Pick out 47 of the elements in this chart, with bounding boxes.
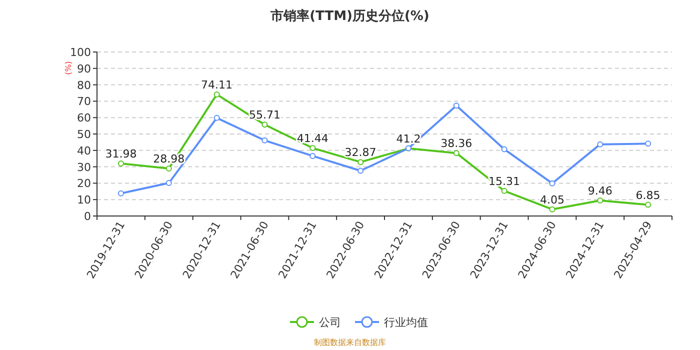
point bbox=[645, 202, 652, 208]
data-label: 9.46 bbox=[588, 184, 612, 198]
y-tick-label: 10 bbox=[77, 194, 91, 207]
data-label: 6.85 bbox=[636, 188, 660, 202]
y-tick-label: 40 bbox=[77, 144, 91, 158]
data-label: 38.36 bbox=[440, 137, 472, 150]
point bbox=[166, 165, 172, 172]
point bbox=[597, 197, 604, 204]
point bbox=[118, 190, 124, 196]
y-tick-label: 80 bbox=[77, 78, 91, 92]
point bbox=[310, 145, 316, 152]
data-label: 32.87 bbox=[344, 146, 376, 160]
data-label: 31.98 bbox=[105, 148, 137, 161]
y-tick-label: 30 bbox=[77, 160, 91, 174]
point bbox=[166, 180, 172, 186]
data-label: 55.71 bbox=[248, 108, 280, 122]
point bbox=[310, 152, 316, 159]
y-tick-label: 0 bbox=[84, 210, 91, 223]
point bbox=[645, 140, 652, 147]
text: 制图数据来自数据库 bbox=[314, 338, 386, 347]
point bbox=[453, 150, 460, 156]
legend-label: 公司 bbox=[319, 316, 341, 329]
point bbox=[118, 160, 124, 167]
y-axis-title: (%) bbox=[64, 61, 73, 75]
point bbox=[262, 137, 268, 144]
point bbox=[501, 188, 508, 194]
data-label: 41.44 bbox=[296, 132, 328, 146]
y-tick-label: 60 bbox=[77, 112, 91, 125]
point bbox=[358, 159, 364, 166]
data-label: 4.05 bbox=[540, 193, 564, 206]
point bbox=[262, 122, 268, 128]
y-tick-label: 20 bbox=[77, 177, 91, 190]
point bbox=[549, 180, 556, 186]
point bbox=[214, 114, 220, 121]
data-label: 74.11 bbox=[201, 78, 233, 92]
y-tick-label: 100 bbox=[70, 46, 91, 59]
point bbox=[597, 141, 604, 148]
point bbox=[549, 206, 556, 212]
legend-label: 行业均值 bbox=[384, 316, 428, 329]
y-tick-label: 70 bbox=[77, 95, 91, 108]
point bbox=[214, 91, 220, 98]
point bbox=[501, 146, 508, 152]
chart-title: 市销率(TTM)历史分位(%) bbox=[270, 8, 430, 24]
point bbox=[453, 102, 460, 109]
y-tick-label: 50 bbox=[77, 128, 91, 141]
point bbox=[358, 168, 364, 174]
y-tick-label: 90 bbox=[77, 62, 91, 76]
